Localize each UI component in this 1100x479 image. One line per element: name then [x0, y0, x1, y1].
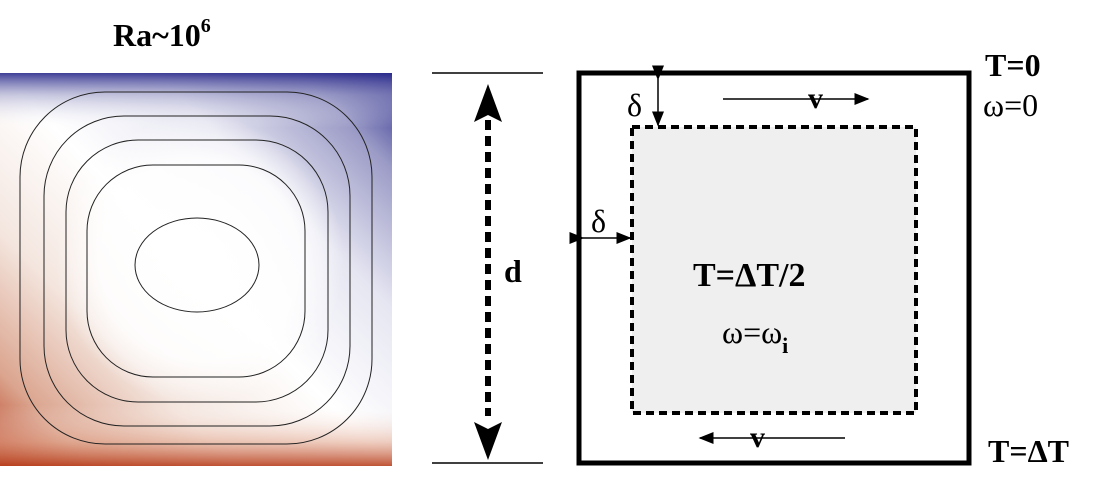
- temperature-field-panel: Ra~106: [0, 15, 392, 466]
- streamline: [65, 139, 329, 403]
- height-dimension: d: [432, 72, 543, 464]
- core-vorticity-label: ω=ωi: [722, 314, 788, 358]
- left-delta-label: δ: [591, 203, 606, 239]
- core-region: [630, 125, 918, 415]
- dimension-arrow-down: [474, 422, 502, 460]
- streamline: [43, 115, 351, 427]
- rayleigh-number-title: Ra~106: [113, 15, 211, 53]
- streamline: [19, 91, 373, 445]
- bottom-wall-temperature-label: T=ΔT: [988, 433, 1069, 469]
- streamline-core: [134, 217, 260, 313]
- temperature-colormap: [0, 73, 392, 466]
- streamline: [86, 164, 306, 378]
- boundary-layer-schematic: δ v δ v T=ΔT/2 ω=ωi T=0 ω=0 T=ΔT: [569, 47, 1069, 469]
- dimension-label: d: [504, 253, 522, 289]
- top-delta-label: δ: [627, 87, 642, 123]
- top-wall-temperature-label: T=0: [985, 47, 1041, 83]
- top-velocity-label: v: [808, 82, 823, 115]
- core-temperature-label: T=ΔT/2: [693, 257, 806, 294]
- wall-vorticity-label: ω=0: [983, 87, 1038, 123]
- streamlines: [19, 91, 373, 445]
- dimension-arrow-up: [474, 84, 502, 122]
- bottom-velocity-label: v: [750, 421, 765, 454]
